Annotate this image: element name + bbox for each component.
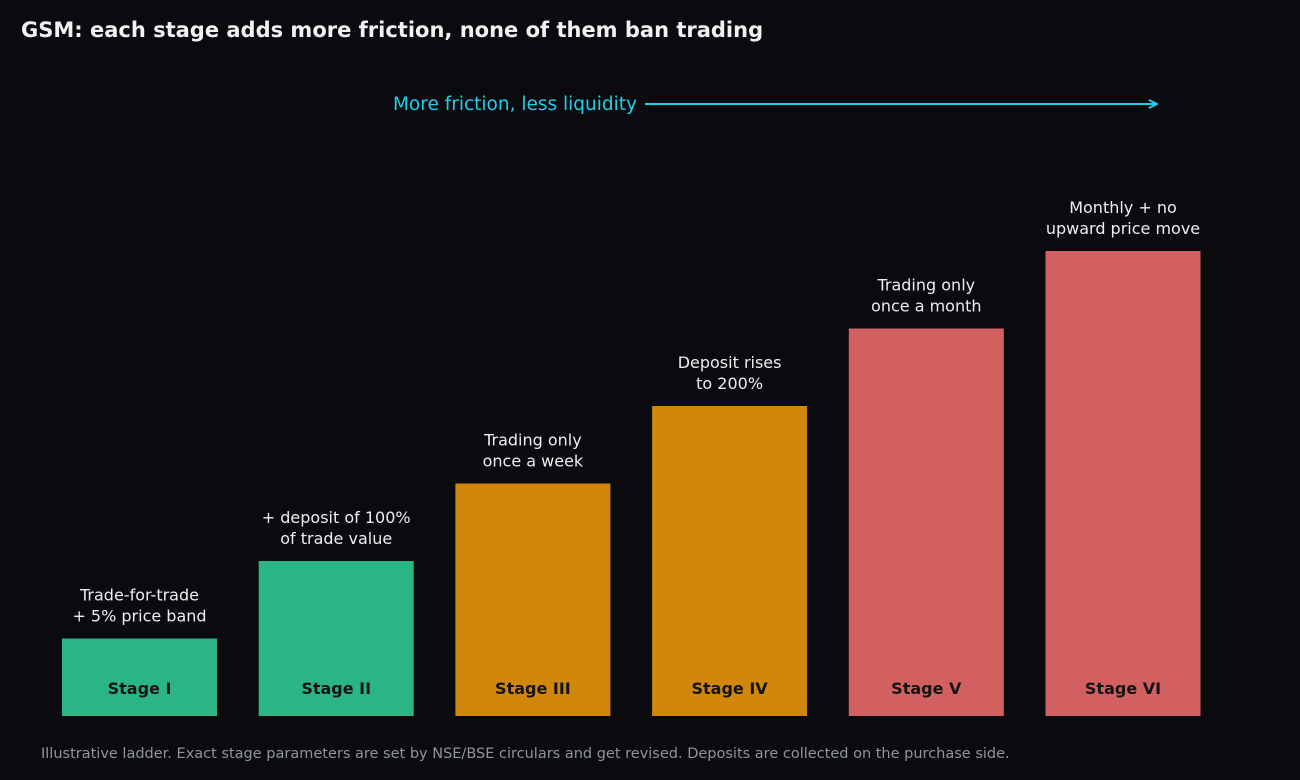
annotation-stage-2-line-2: of trade value: [280, 529, 392, 548]
bar-label-stage-6: Stage VI: [1085, 679, 1161, 698]
bar-label-stage-4: Stage IV: [692, 679, 769, 698]
bar-label-stage-1: Stage I: [108, 679, 172, 698]
bars-group: Stage I Trade-for-trade + 5% price band Sta…: [62, 198, 1201, 716]
bar-stage-4: [652, 406, 808, 716]
annotation-stage-5-line-2: once a month: [871, 297, 981, 316]
bar-stage-3: [455, 483, 611, 716]
friction-arrow-label: More friction, less liquidity: [393, 94, 637, 115]
bar-stage-6: [1045, 251, 1201, 716]
bar-label-stage-2: Stage II: [301, 679, 371, 698]
bar-stage-2: [258, 561, 414, 716]
annotation-stage-4-line-2: to 200%: [696, 374, 763, 393]
friction-arrow: More friction, less liquidity: [393, 94, 1157, 115]
bar-stage-5: [848, 328, 1004, 716]
footnote: Illustrative ladder. Exact stage paramet…: [41, 746, 1010, 762]
chart-title: GSM: each stage adds more friction, none…: [21, 18, 764, 42]
annotation-stage-3-line-1: Trading only: [483, 431, 582, 450]
annotation-stage-1-line-2: + 5% price band: [72, 607, 206, 626]
annotation-stage-6-line-1: Monthly + no: [1069, 198, 1177, 217]
annotation-stage-6-line-2: upward price move: [1046, 219, 1200, 238]
annotation-stage-1-line-1: Trade-for-trade: [79, 586, 199, 605]
bar-stage-1: [62, 638, 217, 716]
annotation-stage-2-line-1: + deposit of 100%: [262, 508, 411, 527]
annotation-stage-5-line-1: Trading only: [876, 276, 975, 295]
annotation-stage-4-line-1: Deposit rises: [678, 353, 782, 372]
bar-label-stage-3: Stage III: [495, 679, 571, 698]
annotation-stage-3-line-2: once a week: [483, 452, 584, 471]
bar-label-stage-5: Stage V: [891, 679, 962, 698]
